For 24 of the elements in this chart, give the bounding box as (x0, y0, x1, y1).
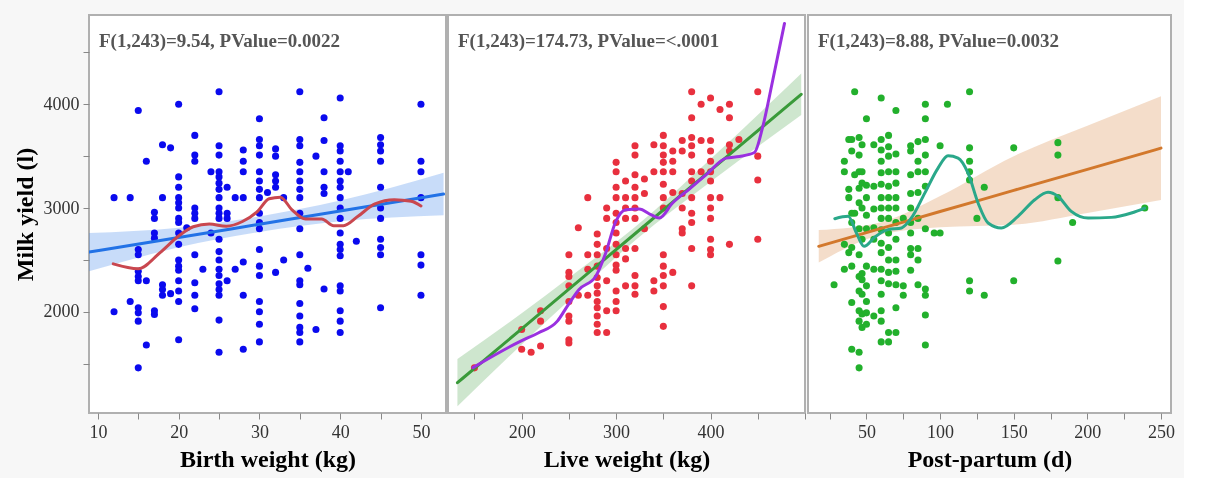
x-tick-label: 30 (250, 421, 269, 442)
x-tick-label: 40 (331, 421, 350, 442)
y-tick-label: 4000 (43, 93, 80, 114)
y-tick-label: 2000 (43, 301, 80, 322)
x-tick-label: 50 (412, 421, 431, 442)
x-tick-label: 100 (927, 421, 955, 442)
y-tick-label: 3000 (43, 197, 80, 218)
x-axis-title: Live weight (kg) (543, 445, 711, 472)
x-tick-label: 200 (508, 421, 536, 442)
x-tick-label: 10 (89, 421, 108, 442)
x-tick-label: 200 (1074, 421, 1102, 442)
x-axis-title: Birth weight (kg) (180, 445, 356, 472)
x-tick-label: 20 (170, 421, 189, 442)
line-series (89, 192, 446, 254)
x-tick-label: 300 (603, 421, 631, 442)
x-axis-title: Post-partum (d) (907, 445, 1073, 472)
x-tick-label: 50 (857, 421, 876, 442)
annotation: F(1,243)=9.54, PValue=0.0022 (99, 30, 341, 52)
y-axis-title: Milk yield (l) (11, 147, 38, 282)
x-tick-label: 250 (1147, 421, 1175, 442)
annotation: F(1,243)=8.88, PValue=0.0032 (818, 30, 1060, 52)
annotation: F(1,243)=174.73, PValue=<.0001 (458, 30, 720, 52)
x-tick-label: 400 (697, 421, 725, 442)
x-tick-label: 150 (1000, 421, 1028, 442)
